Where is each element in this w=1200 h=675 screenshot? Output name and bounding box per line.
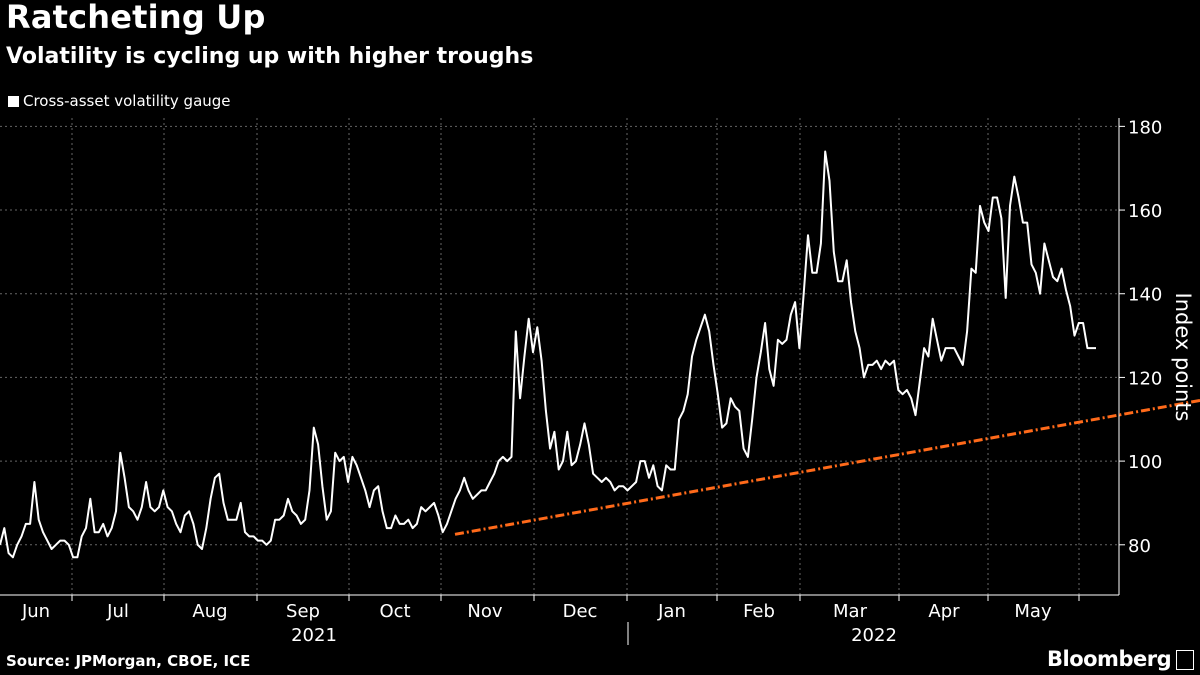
x-tick-label: Apr xyxy=(928,601,960,622)
y-axis-label: Index points xyxy=(1171,293,1195,422)
source-note: Source: JPMorgan, CBOE, ICE xyxy=(6,652,251,670)
trendline-rising-troughs xyxy=(454,398,1200,536)
chart-title: Ratcheting Up xyxy=(6,0,266,36)
x-tick-label: Nov xyxy=(467,601,502,622)
x-tick-label: Jun xyxy=(21,601,50,622)
x-tick-label: May xyxy=(1014,601,1052,622)
year-label: 2022 xyxy=(851,625,897,646)
legend: Cross-asset volatility gauge xyxy=(8,92,231,110)
legend-label: Cross-asset volatility gauge xyxy=(23,92,231,110)
brand-box-icon xyxy=(1176,650,1194,670)
year-label: 2021 xyxy=(291,625,337,646)
y-tick-label: 180 xyxy=(1128,117,1162,138)
grid xyxy=(0,118,1119,595)
series-line-volatility-gauge xyxy=(0,150,1096,559)
legend-swatch xyxy=(8,95,19,107)
x-tick-label: Sep xyxy=(286,601,320,622)
y-tick-label: 80 xyxy=(1128,536,1151,557)
x-tick-label: Jul xyxy=(106,601,129,622)
y-tick-label: 100 xyxy=(1128,452,1162,473)
x-tick-label: Feb xyxy=(743,601,775,622)
x-tick-label: Oct xyxy=(379,601,410,622)
axes: 80 100 120 140 160 180 Jun Jul Aug Sep Oct Nov Dec Ja… xyxy=(0,117,1162,646)
x-tick-label: Aug xyxy=(192,601,227,622)
y-tick-label: 140 xyxy=(1128,285,1162,306)
brand-logo: Bloomberg xyxy=(1047,647,1172,671)
x-tick-label: Jan xyxy=(657,601,686,622)
series-layer xyxy=(0,150,1200,559)
x-tick-label: Mar xyxy=(833,601,868,622)
x-tick-label: Dec xyxy=(563,601,598,622)
chart-subtitle: Volatility is cycling up with higher tro… xyxy=(6,44,534,69)
y-tick-label: 160 xyxy=(1128,201,1162,222)
y-tick-label: 120 xyxy=(1128,368,1162,389)
